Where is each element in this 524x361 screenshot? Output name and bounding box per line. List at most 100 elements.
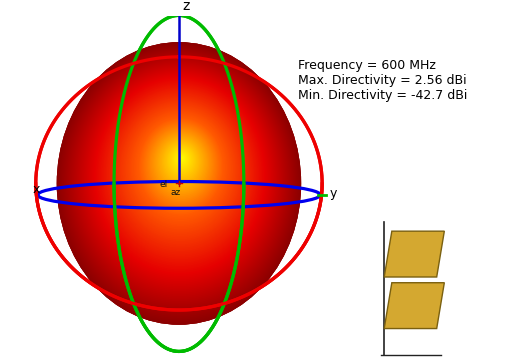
Ellipse shape <box>176 152 188 166</box>
Ellipse shape <box>152 130 211 198</box>
Ellipse shape <box>124 105 237 235</box>
Ellipse shape <box>156 134 207 193</box>
Ellipse shape <box>149 128 213 201</box>
Ellipse shape <box>166 143 198 179</box>
Ellipse shape <box>121 101 241 240</box>
Ellipse shape <box>146 124 216 206</box>
Ellipse shape <box>60 45 298 320</box>
Ellipse shape <box>63 48 295 316</box>
Ellipse shape <box>143 122 219 209</box>
Ellipse shape <box>166 143 198 179</box>
Ellipse shape <box>82 65 277 291</box>
Ellipse shape <box>64 49 294 315</box>
Ellipse shape <box>98 80 262 270</box>
Ellipse shape <box>137 116 225 218</box>
Ellipse shape <box>162 139 201 184</box>
Text: Frequency = 600 MHz: Frequency = 600 MHz <box>298 59 436 72</box>
Ellipse shape <box>88 71 271 283</box>
Ellipse shape <box>107 88 254 258</box>
Ellipse shape <box>84 68 275 288</box>
Ellipse shape <box>111 92 250 253</box>
Ellipse shape <box>119 100 242 241</box>
Ellipse shape <box>174 151 189 168</box>
Ellipse shape <box>64 49 294 315</box>
Ellipse shape <box>152 130 211 198</box>
Ellipse shape <box>154 132 208 195</box>
Ellipse shape <box>169 146 194 174</box>
Ellipse shape <box>173 149 190 169</box>
Ellipse shape <box>138 117 224 216</box>
Ellipse shape <box>63 48 295 316</box>
Ellipse shape <box>67 51 291 311</box>
Text: y: y <box>330 187 337 200</box>
Ellipse shape <box>107 88 254 258</box>
Ellipse shape <box>60 45 298 320</box>
Ellipse shape <box>157 135 206 191</box>
Ellipse shape <box>146 124 216 206</box>
Ellipse shape <box>143 122 219 209</box>
Ellipse shape <box>101 83 259 266</box>
Ellipse shape <box>73 57 286 303</box>
Ellipse shape <box>123 103 238 236</box>
Ellipse shape <box>134 114 227 221</box>
Ellipse shape <box>93 76 267 276</box>
Ellipse shape <box>57 42 301 325</box>
Ellipse shape <box>168 145 195 176</box>
Ellipse shape <box>179 155 184 161</box>
Ellipse shape <box>85 69 274 286</box>
Ellipse shape <box>92 74 268 278</box>
Ellipse shape <box>139 118 222 214</box>
Ellipse shape <box>128 108 233 230</box>
Ellipse shape <box>94 77 265 275</box>
Ellipse shape <box>115 96 245 246</box>
Ellipse shape <box>79 63 280 295</box>
Ellipse shape <box>108 90 252 256</box>
Ellipse shape <box>62 47 297 318</box>
Ellipse shape <box>69 54 289 308</box>
Ellipse shape <box>115 96 245 246</box>
Ellipse shape <box>58 43 300 323</box>
Ellipse shape <box>156 134 207 193</box>
Ellipse shape <box>89 72 270 281</box>
Text: Max. Directivity = 2.56 dBi: Max. Directivity = 2.56 dBi <box>298 74 467 87</box>
Ellipse shape <box>167 144 196 178</box>
Ellipse shape <box>153 131 209 196</box>
Ellipse shape <box>93 76 267 276</box>
Ellipse shape <box>163 140 200 183</box>
Ellipse shape <box>136 115 226 219</box>
Ellipse shape <box>99 82 260 268</box>
Ellipse shape <box>71 55 288 306</box>
Ellipse shape <box>153 131 209 196</box>
Ellipse shape <box>94 77 265 275</box>
Ellipse shape <box>68 53 290 310</box>
Ellipse shape <box>124 105 237 235</box>
Ellipse shape <box>162 139 201 184</box>
Ellipse shape <box>81 64 278 293</box>
Ellipse shape <box>69 54 289 308</box>
Ellipse shape <box>95 78 264 273</box>
Ellipse shape <box>73 57 286 303</box>
Ellipse shape <box>101 83 259 266</box>
Ellipse shape <box>177 153 187 164</box>
Ellipse shape <box>158 136 204 190</box>
Ellipse shape <box>91 73 269 280</box>
Ellipse shape <box>176 152 188 166</box>
Ellipse shape <box>87 70 272 284</box>
Ellipse shape <box>72 56 287 305</box>
Ellipse shape <box>102 84 258 265</box>
Ellipse shape <box>122 102 239 238</box>
Ellipse shape <box>91 73 269 280</box>
Ellipse shape <box>97 79 263 271</box>
Ellipse shape <box>58 43 300 323</box>
Ellipse shape <box>133 113 228 223</box>
Ellipse shape <box>157 135 206 191</box>
Ellipse shape <box>68 53 290 310</box>
Ellipse shape <box>108 90 252 256</box>
Ellipse shape <box>150 129 212 199</box>
Ellipse shape <box>74 58 285 301</box>
Ellipse shape <box>77 61 282 298</box>
Ellipse shape <box>114 95 246 248</box>
Ellipse shape <box>102 84 258 265</box>
Ellipse shape <box>105 87 255 260</box>
Ellipse shape <box>136 115 226 219</box>
